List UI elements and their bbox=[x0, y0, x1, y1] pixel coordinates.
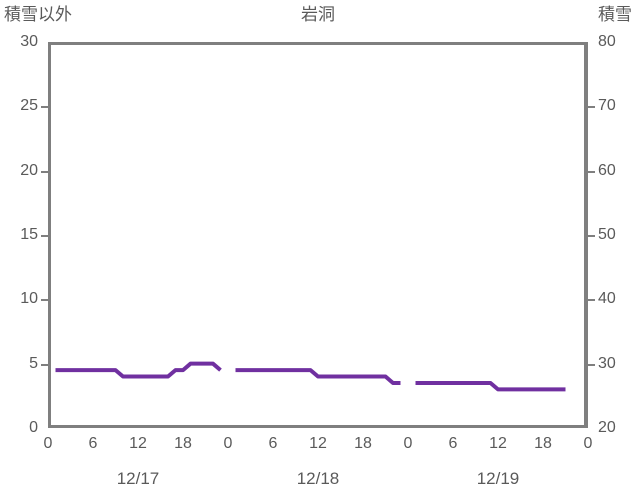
left-axis-tick-label: 25 bbox=[20, 97, 38, 115]
left-axis-tick-label: 30 bbox=[20, 33, 38, 50]
x-axis-tick-label: 12 bbox=[489, 435, 507, 452]
x-axis-tick-label: 0 bbox=[583, 435, 593, 452]
right-axis-tick-label: 50 bbox=[598, 226, 616, 243]
x-axis-tick-label: 12 bbox=[129, 435, 147, 452]
left-axis-tick-mark bbox=[41, 235, 48, 237]
x-axis-tick-label: 6 bbox=[268, 435, 278, 452]
right-axis-tick-label: 20 bbox=[598, 419, 616, 436]
right-axis-tick-label: 80 bbox=[598, 33, 616, 50]
left-axis-tick-mark bbox=[41, 363, 48, 366]
x-axis-tick-label: 0 bbox=[223, 435, 233, 452]
x-axis-tick-label: 18 bbox=[354, 435, 372, 452]
right-axis-tick-mark bbox=[588, 106, 595, 109]
right-axis-tick-mark bbox=[588, 170, 595, 173]
left-axis-title: 積雪以外 bbox=[4, 5, 72, 24]
right-axis-tick-mark bbox=[588, 299, 595, 302]
right-axis-tick-label: 30 bbox=[598, 354, 616, 372]
x-axis-day-label: 12/19 bbox=[476, 469, 520, 488]
left-axis-tick-mark bbox=[41, 170, 48, 173]
left-axis-tick-label: 5 bbox=[29, 354, 38, 372]
x-axis-tick-label: 0 bbox=[403, 435, 413, 452]
left-axis-tick-mark bbox=[41, 106, 48, 109]
left-axis-tick-label: 20 bbox=[20, 161, 38, 179]
left-axis-tick-label: 10 bbox=[20, 290, 38, 308]
x-axis-tick-label: 6 bbox=[448, 435, 458, 452]
x-axis-tick-label: 0 bbox=[43, 435, 53, 452]
x-axis-tick-label: 6 bbox=[88, 435, 98, 452]
x-axis-day-label: 12/17 bbox=[116, 469, 160, 488]
left-axis-tick-mark bbox=[41, 299, 48, 302]
plot-frame bbox=[48, 42, 588, 428]
x-axis-day-label: 12/18 bbox=[296, 469, 340, 488]
right-axis-tick-mark bbox=[588, 363, 595, 366]
x-axis-tick-label: 18 bbox=[174, 435, 192, 452]
right-axis-title: 積雪 bbox=[598, 5, 632, 24]
right-axis-tick-label: 70 bbox=[598, 97, 616, 115]
x-axis-tick-label: 12 bbox=[309, 435, 327, 452]
x-axis-tick-label: 18 bbox=[534, 435, 552, 452]
chart-title: 岩洞 bbox=[301, 5, 335, 24]
right-axis-tick-mark bbox=[588, 235, 595, 237]
left-axis-tick-label: 15 bbox=[20, 226, 38, 243]
left-axis-tick-label: 0 bbox=[29, 419, 38, 436]
right-axis-tick-label: 40 bbox=[598, 290, 616, 308]
right-axis-tick-label: 60 bbox=[598, 161, 616, 179]
